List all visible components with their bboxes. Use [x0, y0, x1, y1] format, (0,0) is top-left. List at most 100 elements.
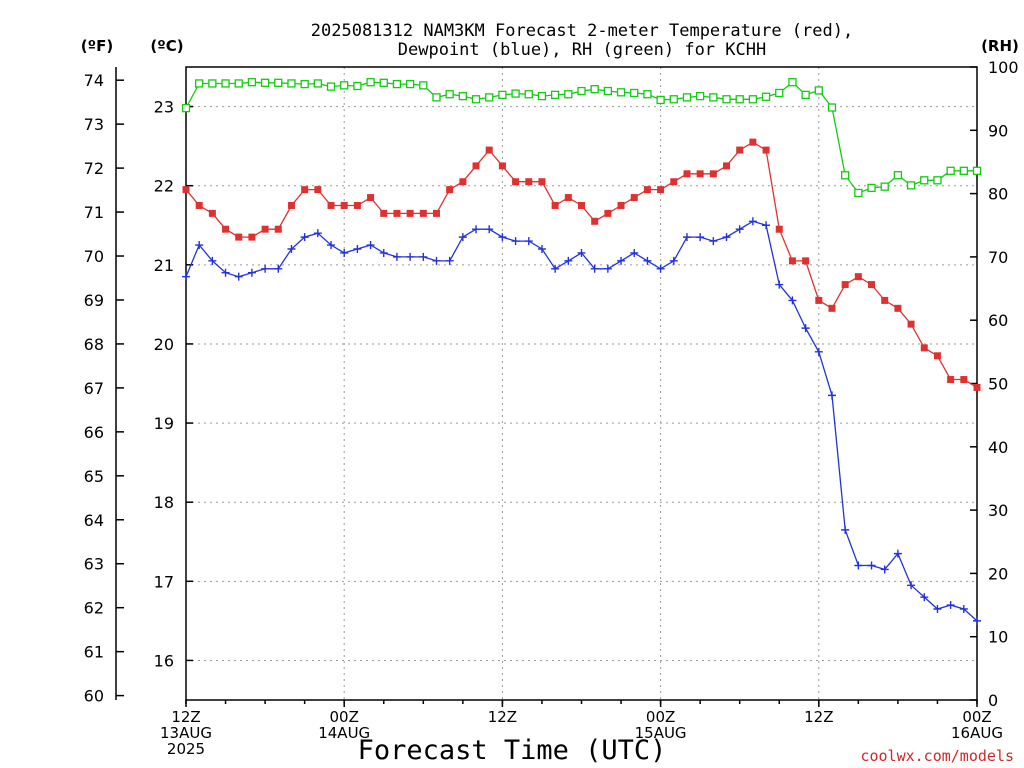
chart-title-line-1: 2025081312 NAM3KM Forecast 2-meter Tempe…: [311, 21, 853, 41]
temperature-point: [802, 257, 810, 265]
rh-point: [682, 93, 692, 102]
rh-point: [379, 78, 388, 87]
temperature-point: [222, 225, 230, 233]
temperature-point: [947, 376, 955, 384]
rh-point: [471, 95, 481, 104]
temperature-point: [591, 217, 599, 225]
rh-point: [550, 90, 560, 100]
credit-link[interactable]: coolwx.com/models: [860, 747, 1014, 765]
rh-point: [761, 92, 771, 101]
dewpoint-point: [537, 244, 546, 253]
dewpoint-point: [880, 565, 889, 574]
fahrenheit-tick-label: 68: [84, 335, 104, 354]
dewpoint-point: [867, 561, 876, 570]
temperature-point: [485, 146, 493, 154]
rh-point: [880, 182, 889, 191]
dewpoint-point: [590, 264, 599, 273]
rh-point: [313, 79, 322, 88]
dewpoint-point: [419, 252, 428, 261]
x-tick-label: 00Z: [330, 708, 359, 726]
rh-point: [630, 88, 639, 98]
series-layer: [181, 78, 982, 625]
rh-point: [801, 90, 810, 100]
rh-point: [274, 78, 283, 87]
rh-tick-label: 80: [988, 185, 1008, 204]
rh-point: [775, 88, 784, 98]
rh-point: [841, 171, 850, 180]
fahrenheit-tick-label: 72: [84, 159, 104, 178]
temperature-point: [353, 201, 361, 209]
rh-point: [260, 78, 270, 87]
dewpoint-point: [353, 244, 362, 253]
rh-point: [735, 95, 744, 104]
rh-point: [485, 93, 494, 102]
rh-point: [854, 188, 863, 198]
dewpoint-point: [379, 248, 388, 257]
dewpoint-point: [406, 252, 415, 261]
temperature-point: [367, 194, 375, 202]
temperature-point: [643, 186, 651, 194]
temperature-point: [261, 225, 269, 233]
rh-tick-label: 20: [988, 564, 1008, 583]
rh-point: [603, 86, 613, 96]
rh-point: [748, 95, 758, 104]
fahrenheit-tick-label: 66: [84, 423, 104, 442]
temperature-point: [670, 178, 678, 186]
dewpoint-point: [221, 268, 230, 277]
rh-point: [511, 89, 520, 98]
rh-tick-label: 40: [988, 438, 1008, 457]
dewpoint-point: [617, 256, 626, 265]
rh-point: [234, 79, 243, 88]
dewpoint-point: [814, 347, 823, 356]
x-tick-label: 12Z: [804, 708, 833, 726]
rh-point: [419, 81, 428, 90]
temperature-point: [419, 209, 427, 217]
temperature-point: [578, 201, 585, 209]
rh-point: [972, 166, 982, 175]
dewpoint-point: [669, 256, 678, 265]
rh-point: [405, 79, 415, 89]
rh-point: [208, 79, 217, 88]
rh-point: [656, 95, 665, 105]
x-tick-label: 12Z: [488, 708, 517, 726]
rh-point: [340, 81, 349, 90]
rh-point: [353, 81, 362, 91]
temperature-point: [907, 320, 915, 328]
rh-point: [195, 79, 204, 88]
rh-point: [590, 85, 599, 94]
dewpoint-point: [682, 233, 691, 242]
temperature-point: [525, 178, 533, 186]
x-tick-label: 13AUG: [160, 724, 212, 742]
temperature-point: [182, 186, 190, 194]
rh-point: [221, 79, 230, 88]
rh-tick-label: 70: [988, 248, 1008, 267]
rh-point: [247, 78, 257, 87]
x-tick-label: 00Z: [962, 708, 991, 726]
temperature-point: [498, 162, 506, 170]
rh-tick-label: 90: [988, 121, 1008, 140]
fahrenheit-tick-label: 69: [84, 291, 104, 310]
dewpoint-point: [485, 225, 494, 234]
temperature-point: [868, 281, 876, 289]
rh-point: [616, 88, 626, 97]
dewpoint-point: [458, 233, 467, 242]
dewpoint-point: [722, 233, 731, 242]
temperature-point: [380, 209, 388, 217]
temperature-point: [749, 138, 757, 146]
rh-unit-label: (RH): [981, 37, 1019, 55]
dewpoint-point: [946, 601, 955, 610]
rh-point: [709, 93, 718, 102]
dewpoint-point: [261, 264, 270, 273]
temperature-point: [973, 383, 981, 391]
celsius-tick-label: 22: [154, 177, 174, 196]
temperature-point: [933, 352, 941, 360]
temperature-point: [920, 344, 928, 352]
temperature-point: [340, 201, 348, 209]
rh-point: [696, 91, 705, 101]
temperature-point: [564, 194, 572, 202]
dewpoint-point: [274, 264, 283, 273]
dewpoint-point: [182, 272, 190, 281]
dewpoint-point: [696, 233, 705, 242]
dewpoint-point: [841, 525, 850, 534]
